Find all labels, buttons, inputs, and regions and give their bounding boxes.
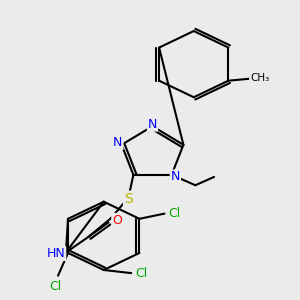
Text: S: S <box>124 192 133 206</box>
Text: HN: HN <box>46 247 65 260</box>
Text: Cl: Cl <box>135 267 147 280</box>
Text: N: N <box>113 136 122 149</box>
Text: N: N <box>171 170 180 183</box>
Text: O: O <box>112 214 122 227</box>
Text: Cl: Cl <box>50 280 62 292</box>
Text: CH₃: CH₃ <box>250 73 269 82</box>
Text: Cl: Cl <box>168 207 181 220</box>
Text: N: N <box>148 118 157 130</box>
